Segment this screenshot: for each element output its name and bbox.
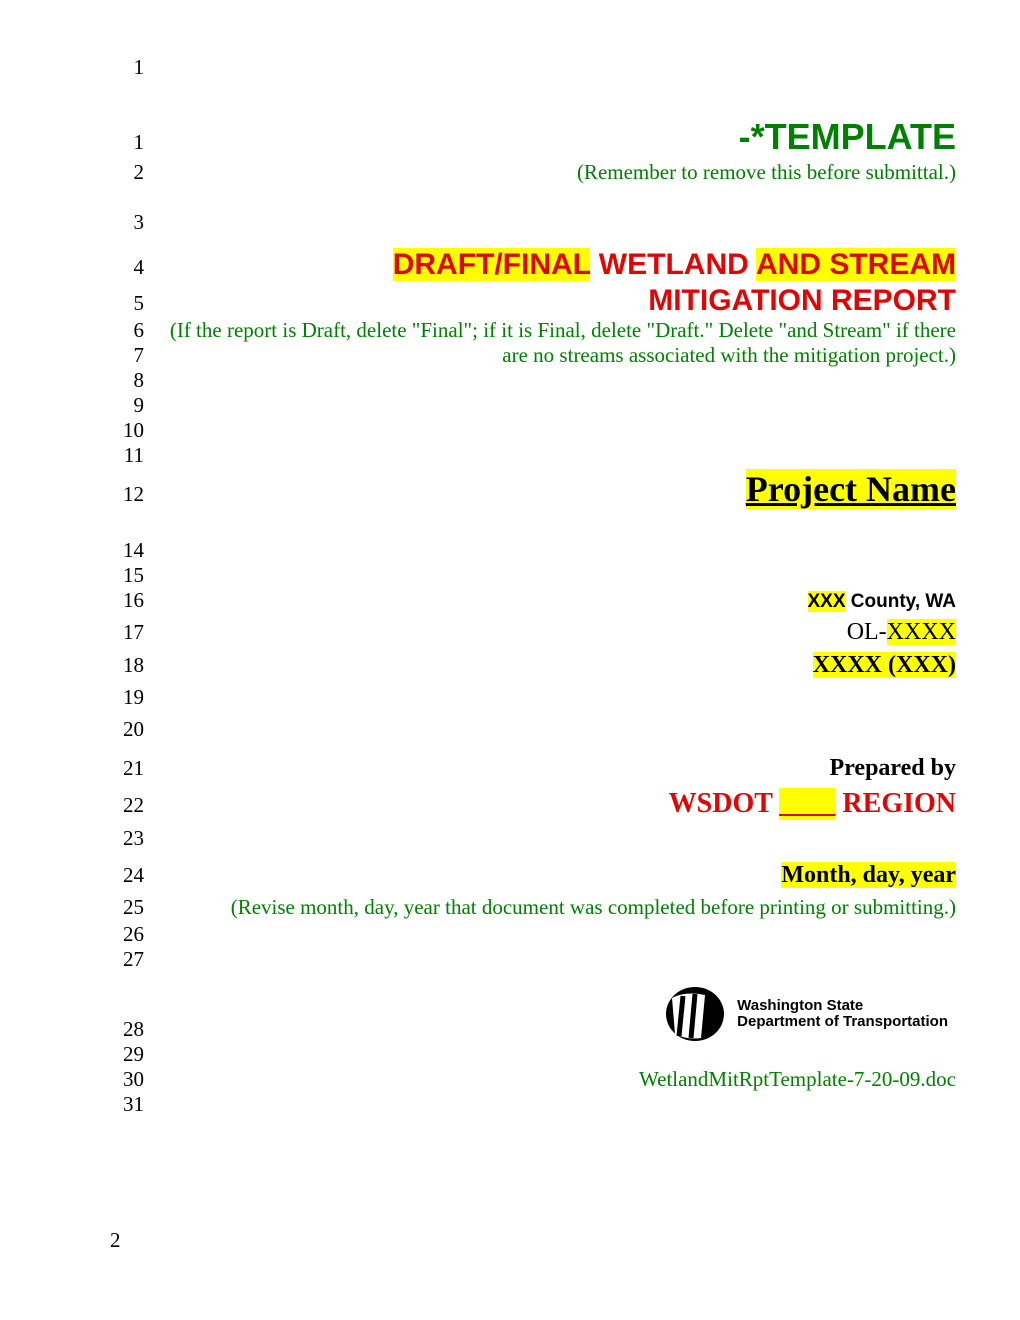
date-placeholder: Month, day, year xyxy=(781,862,956,888)
lineno-29: 29 xyxy=(110,1042,144,1067)
mitigation-report-label: MITIGATION REPORT xyxy=(648,284,956,317)
line-11: 11 xyxy=(110,443,956,468)
wsdot-logo-block: Washington State Department of Transport… xyxy=(148,986,956,1042)
instruction-6: (If the report is Draft, delete "Final";… xyxy=(170,318,956,342)
line-19: 19 xyxy=(110,685,956,717)
lineno-10: 10 xyxy=(110,418,144,443)
line-30: 30 WetlandMitRptTemplate-7-20-09.doc xyxy=(110,1067,956,1092)
page-number-top: 1 xyxy=(110,55,144,80)
line-3: 3 xyxy=(110,210,956,242)
lineno-4: 4 xyxy=(110,255,144,280)
xxxx-xxx: XXXX (XXX) xyxy=(813,652,956,678)
line-18: 18 XXXX (XXX) xyxy=(110,652,956,679)
line-17: 17 OL-XXXX xyxy=(110,619,956,646)
logo-line1: Washington State xyxy=(737,998,948,1015)
draft-final-label: DRAFT/FINAL xyxy=(393,248,591,281)
county-xxx: XXX xyxy=(808,591,846,612)
lineno-23: 23 xyxy=(110,826,144,851)
line-22: 22 WSDOT ____ REGION xyxy=(110,788,956,820)
wetland-label: WETLAND xyxy=(590,248,756,281)
lineno-15: 15 xyxy=(110,563,144,588)
line-1: 1 -*TEMPLATE xyxy=(110,116,956,160)
line-15: 15 xyxy=(110,563,956,588)
lineno-20: 20 xyxy=(110,717,144,742)
project-name-placeholder: Project Name xyxy=(746,469,956,509)
and-stream-label: AND STREAM xyxy=(756,248,956,281)
line-28-logo: 28 Washington State Department of Transp… xyxy=(110,972,956,1042)
line-6: 6 (If the report is Draft, delete "Final… xyxy=(110,318,956,343)
lineno-8: 8 xyxy=(110,368,144,393)
region-blank: ____ xyxy=(779,788,835,820)
lineno-2: 2 xyxy=(110,160,144,185)
line-21: 21 Prepared by xyxy=(110,755,956,782)
line-8: 8 xyxy=(110,368,956,393)
prepared-by-label: Prepared by xyxy=(830,755,956,781)
region-label: REGION xyxy=(835,788,956,819)
line-16: 16 XXX County, WA xyxy=(110,588,956,613)
line-5: 5 MITIGATION REPORT xyxy=(110,284,956,318)
lineno-11: 11 xyxy=(110,443,144,468)
wsdot-logo-text: Washington State Department of Transport… xyxy=(737,998,948,1031)
line-9: 9 xyxy=(110,393,956,418)
lineno-16: 16 xyxy=(110,588,144,613)
line-31: 31 xyxy=(110,1092,956,1117)
lineno-30: 30 xyxy=(110,1067,144,1092)
wsdot-label: WSDOT xyxy=(669,788,780,819)
line-25: 25 (Revise month, day, year that documen… xyxy=(110,895,956,920)
line-23: 23 xyxy=(110,826,956,858)
document-page: 1 1 -*TEMPLATE 2 (Remember to remove thi… xyxy=(110,55,956,1117)
lineno-21: 21 xyxy=(110,756,144,781)
lineno-28: 28 xyxy=(110,1017,144,1042)
lineno-22: 22 xyxy=(110,793,144,818)
line-7: 7 are no streams associated with the mit… xyxy=(110,343,956,368)
instruction-7: are no streams associated with the mitig… xyxy=(502,343,956,367)
remember-note: (Remember to remove this before submitta… xyxy=(577,160,956,184)
line-20: 20 xyxy=(110,717,956,749)
lineno-12: 12 xyxy=(110,482,144,507)
lineno-27: 27 xyxy=(110,947,144,972)
template-label: -*TEMPLATE xyxy=(739,116,956,157)
line-12: 12 Project Name xyxy=(110,468,956,510)
line-10: 10 xyxy=(110,418,956,443)
lineno-26: 26 xyxy=(110,922,144,947)
filename-label: WetlandMitRptTemplate-7-20-09.doc xyxy=(639,1067,956,1091)
county-rest: County, WA xyxy=(846,591,956,612)
lineno-6: 6 xyxy=(110,318,144,343)
page-number-row: 1 xyxy=(110,55,956,80)
lineno-17: 17 xyxy=(110,620,144,645)
line-14: 14 xyxy=(110,538,956,563)
lineno-9: 9 xyxy=(110,393,144,418)
line-29: 29 xyxy=(110,1042,956,1067)
ol-xxxx: XXXX xyxy=(887,619,956,645)
lineno-7: 7 xyxy=(110,343,144,368)
lineno-18: 18 xyxy=(110,653,144,678)
line-2: 2 (Remember to remove this before submit… xyxy=(110,160,956,192)
ol-prefix: OL- xyxy=(847,619,887,645)
lineno-5: 5 xyxy=(110,291,144,316)
date-instruction: (Revise month, day, year that document w… xyxy=(231,895,956,919)
lineno-24: 24 xyxy=(110,863,144,888)
line-4: 4 DRAFT/FINAL WETLAND AND STREAM xyxy=(110,248,956,282)
page-number-bottom: 2 xyxy=(110,1228,121,1253)
lineno-19: 19 xyxy=(110,685,144,710)
lineno-25: 25 xyxy=(110,895,144,920)
line-27: 27 xyxy=(110,947,956,972)
line-24: 24 Month, day, year xyxy=(110,862,956,889)
wsdot-logo-icon xyxy=(665,986,725,1042)
lineno-31: 31 xyxy=(110,1092,144,1117)
lineno-3: 3 xyxy=(110,210,144,235)
logo-line2: Department of Transportation xyxy=(737,1014,948,1031)
line-26: 26 xyxy=(110,922,956,947)
lineno-1: 1 xyxy=(110,130,144,155)
lineno-14: 14 xyxy=(110,538,144,563)
